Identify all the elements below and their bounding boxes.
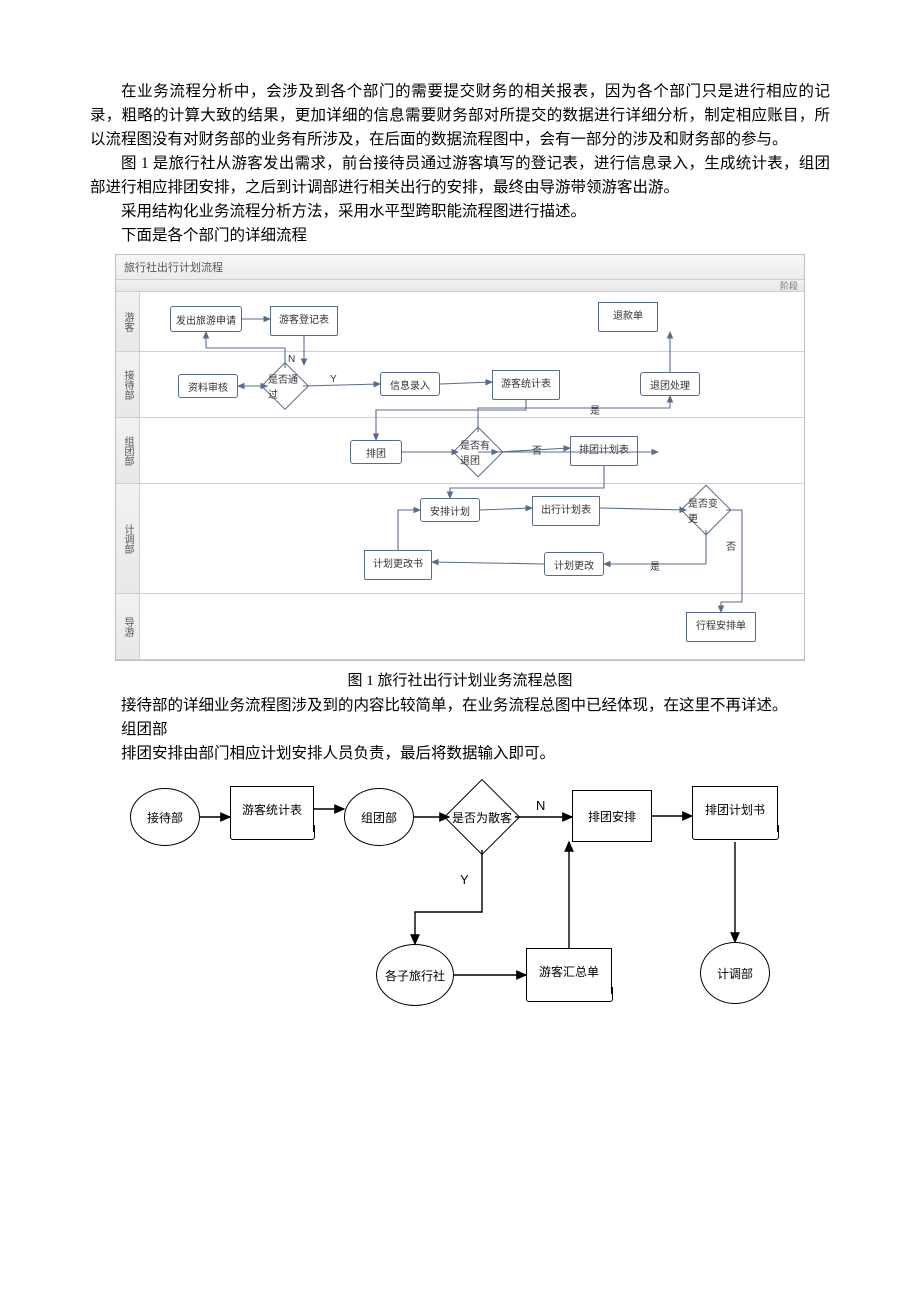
flow2-node-plan_doc: 排团计划书 (692, 786, 778, 832)
swimlane-title: 旅行社出行计划流程 (116, 255, 804, 280)
lane-label-group: 组团部 (116, 418, 140, 483)
node-apply: 发出旅游申请 (170, 306, 242, 332)
lane-body-group: 排团 是否有退团 排团计划表 否 (140, 418, 804, 483)
flow2-node-reception: 接待部 (130, 788, 200, 846)
lane-label-tourist: 游客 (116, 292, 140, 351)
paragraph-7: 排团安排由部门相应计划安排人员负责，最后将数据输入即可。 (90, 742, 830, 766)
flow2-node-arrange: 排团安排 (572, 790, 652, 842)
node-review: 资料审核 (178, 374, 238, 398)
node-change_doc: 计划更改书 (364, 550, 432, 574)
lane-reception: 接待部 资料审核 是否通过 信息录入 游客统计表 退团处理 N Y 是 (116, 352, 804, 418)
group-dept-flowchart: 接待部游客统计表组团部是否为散客 排团安排排团计划书各子旅行社 游客汇总单 计调部 N Y (120, 772, 800, 1032)
flow2-node-stats: 游客统计表 (230, 786, 314, 832)
node-entry: 信息录入 (380, 372, 440, 396)
lane-label-guide: 导游 (116, 594, 140, 659)
lane-group: 组团部 排团 是否有退团 排团计划表 否 (116, 418, 804, 484)
paragraph-6: 组团部 (90, 718, 830, 742)
node-plan_doc: 排团计划表 (570, 436, 638, 460)
edge-label-Y: Y (330, 374, 337, 385)
lane-body-planning: 安排计划 出行计划表 是否变更计划更改书 计划更改 是 否 (140, 484, 804, 593)
lane-planning: 计调部 安排计划 出行计划表 是否变更计划更改书 计划更改 是 否 (116, 484, 804, 594)
paragraph-4: 下面是各个部门的详细流程 (90, 224, 830, 248)
lane-body-reception: 资料审核 是否通过 信息录入 游客统计表 退团处理 N Y 是 (140, 352, 804, 417)
node-pass: 是否通过 (268, 369, 302, 403)
node-register: 游客登记表 (270, 306, 338, 330)
node-schedule: 安排计划 (420, 498, 480, 522)
node-hasdrop: 是否有退团 (460, 434, 496, 470)
node-dropout: 退团处理 (640, 372, 700, 396)
flow2-node-planning: 计调部 (700, 942, 770, 1004)
edge-label-yes2: 是 (650, 558, 660, 573)
node-trip_plan: 出行计划表 (532, 496, 600, 520)
lane-body-guide: 行程安排单 (140, 594, 804, 659)
node-change: 计划更改 (544, 552, 604, 576)
lane-label-planning: 计调部 (116, 484, 140, 593)
phase-bar: 阶段 (116, 280, 804, 292)
lane-tourist: 游客 发出旅游申请 游客登记表 退款单 (116, 292, 804, 352)
node-stats: 游客统计表 (492, 370, 560, 394)
node-arrange: 排团 (350, 440, 402, 464)
figure-1-caption: 图 1 旅行社出行计划业务流程总图 (90, 669, 830, 690)
paragraph-1: 在业务流程分析中，会涉及到各个部门的需要提交财务的相关报表，因为各个部门只是进行… (90, 80, 830, 152)
lane-guide: 导游 行程安排单 (116, 594, 804, 660)
swimlane-flowchart: 旅行社出行计划流程 阶段 游客 发出旅游申请 游客登记表 退款单接待部 资料审核 是否通过… (115, 254, 805, 661)
node-itinerary: 行程安排单 (686, 612, 756, 636)
node-changed: 是否变更 (688, 492, 724, 528)
flow2-node-summary: 游客汇总单 (526, 948, 612, 994)
edge-label-no: 否 (532, 442, 542, 457)
flow2-label-N: N (536, 798, 545, 813)
paragraph-5: 接待部的详细业务流程图涉及到的内容比较简单，在业务流程总图中已经体现，在这里不再… (90, 694, 830, 718)
paragraph-2: 图 1 是旅行社从游客发出需求，前台接待员通过游客填写的登记表，进行信息录入，生… (90, 152, 830, 200)
paragraph-3: 采用结构化业务流程分析方法，采用水平型跨职能流程图进行描述。 (90, 200, 830, 224)
flow2-node-scatter: 是否为散客 (455, 790, 509, 844)
edge-label-yes: 是 (590, 402, 600, 417)
node-refund_doc: 退款单 (598, 302, 658, 326)
lane-label-reception: 接待部 (116, 352, 140, 417)
edge-label-no2: 否 (726, 538, 736, 553)
flow2-node-group: 组团部 (344, 788, 414, 846)
flow2-label-Y: Y (460, 872, 469, 887)
flow2-node-branches: 各子旅行社 (376, 944, 454, 1006)
edge-label-N: N (288, 354, 295, 365)
lane-body-tourist: 发出旅游申请 游客登记表 退款单 (140, 292, 804, 351)
